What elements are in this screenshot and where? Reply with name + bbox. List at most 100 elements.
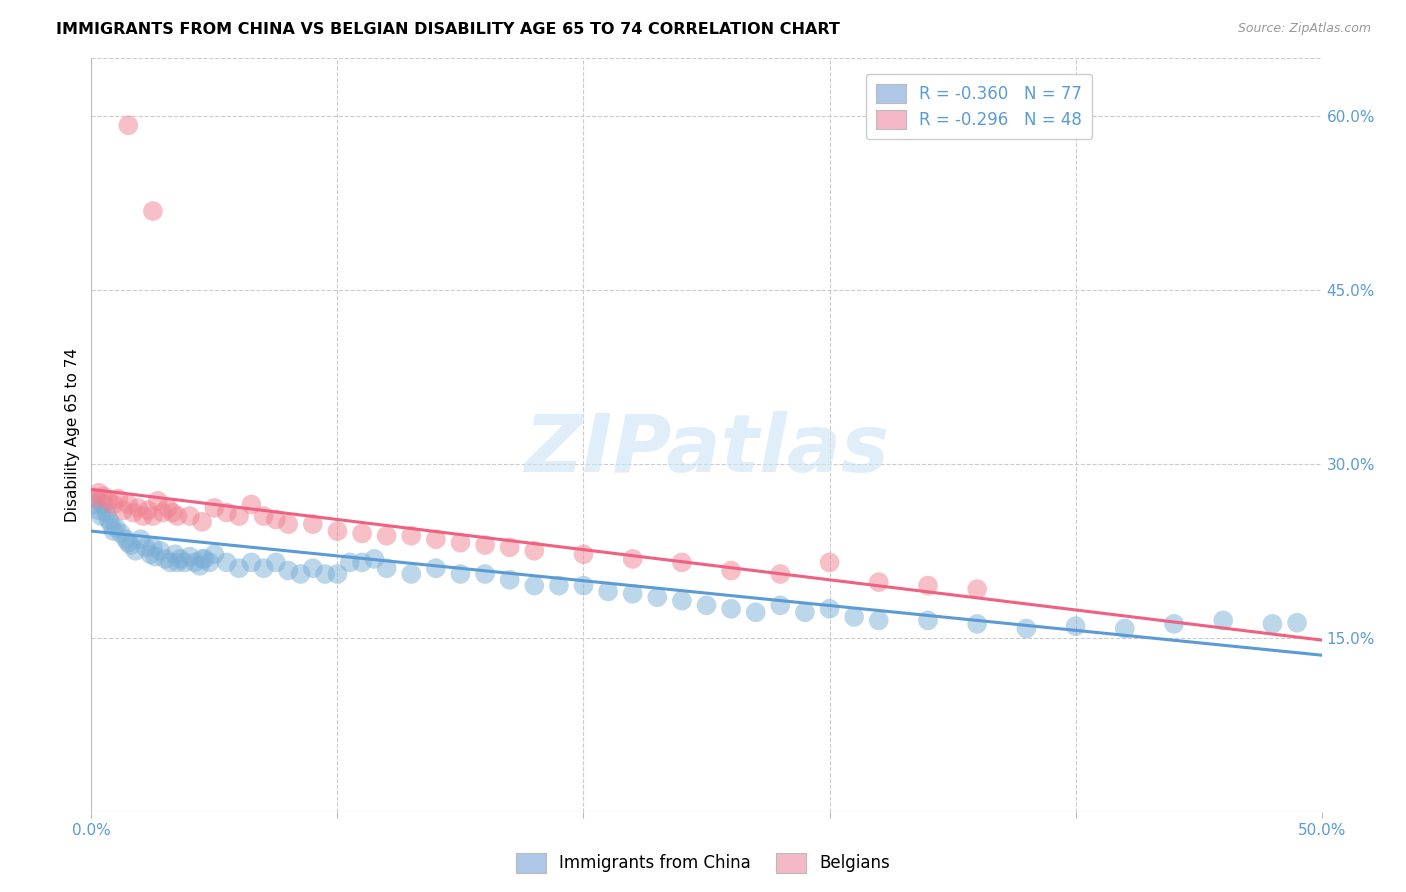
Point	[818, 555, 841, 570]
Point	[621, 552, 644, 566]
Point	[240, 555, 263, 570]
Point	[277, 564, 299, 578]
Point	[174, 555, 197, 570]
Point	[110, 526, 132, 541]
Point	[769, 567, 792, 582]
Point	[1114, 622, 1136, 636]
Point	[97, 494, 120, 508]
Point	[103, 498, 125, 512]
Point	[146, 494, 169, 508]
Point	[425, 532, 447, 546]
Point	[142, 204, 165, 219]
Point	[326, 524, 349, 538]
Point	[120, 538, 142, 552]
Point	[671, 555, 693, 570]
Point	[166, 508, 188, 523]
Point	[139, 547, 162, 561]
Point	[572, 547, 595, 561]
Point	[124, 544, 146, 558]
Point	[96, 506, 117, 520]
Point	[474, 567, 496, 582]
Point	[596, 584, 619, 599]
Point	[1163, 616, 1185, 631]
Point	[145, 549, 166, 564]
Point	[621, 587, 644, 601]
Point	[100, 517, 122, 532]
Point	[818, 602, 841, 616]
Point	[83, 491, 105, 506]
Point	[162, 506, 184, 520]
Point	[375, 561, 398, 575]
Point	[105, 521, 127, 535]
Point	[264, 555, 287, 570]
Point	[202, 547, 225, 561]
Point	[169, 552, 191, 566]
Point	[166, 555, 188, 570]
Point	[135, 541, 156, 555]
Point	[117, 118, 139, 132]
Point	[114, 532, 138, 546]
Point	[117, 498, 139, 512]
Point	[103, 524, 125, 538]
Point	[547, 579, 569, 593]
Point	[198, 555, 221, 570]
Point	[449, 567, 471, 582]
Point	[966, 616, 988, 631]
Point	[399, 529, 422, 543]
Point	[399, 567, 422, 582]
Point	[868, 575, 890, 590]
Point	[474, 538, 496, 552]
Point	[112, 503, 135, 517]
Point	[93, 498, 115, 512]
Point	[93, 489, 115, 503]
Point	[671, 593, 693, 607]
Legend: Immigrants from China, Belgians: Immigrants from China, Belgians	[509, 847, 897, 880]
Point	[917, 614, 939, 628]
Point	[129, 532, 152, 546]
Point	[87, 503, 110, 517]
Y-axis label: Disability Age 65 to 74: Disability Age 65 to 74	[65, 348, 80, 522]
Legend: R = -0.360   N = 77, R = -0.296   N = 48: R = -0.360 N = 77, R = -0.296 N = 48	[866, 74, 1092, 139]
Point	[449, 535, 471, 549]
Point	[188, 558, 211, 573]
Point	[215, 555, 238, 570]
Point	[498, 573, 520, 587]
Point	[136, 503, 159, 517]
Point	[352, 555, 374, 570]
Point	[179, 508, 201, 523]
Point	[183, 555, 207, 570]
Point	[868, 614, 890, 628]
Point	[769, 599, 792, 613]
Point	[90, 508, 112, 523]
Point	[191, 515, 214, 529]
Point	[498, 541, 520, 555]
Point	[149, 544, 172, 558]
Point	[127, 500, 149, 515]
Point	[645, 591, 669, 605]
Point	[1285, 615, 1308, 630]
Point	[842, 610, 865, 624]
Point	[179, 549, 201, 564]
Point	[301, 561, 323, 575]
Point	[375, 529, 398, 543]
Point	[917, 579, 939, 593]
Point	[87, 485, 110, 500]
Point	[425, 561, 447, 575]
Point	[326, 567, 349, 582]
Point	[153, 552, 177, 566]
Text: ZIPatlas: ZIPatlas	[524, 411, 889, 489]
Point	[314, 567, 336, 582]
Point	[117, 535, 139, 549]
Point	[1261, 616, 1284, 631]
Point	[352, 526, 374, 541]
Point	[163, 547, 186, 561]
Point	[142, 541, 165, 555]
Point	[156, 500, 179, 515]
Point	[86, 491, 108, 506]
Point	[202, 500, 225, 515]
Point	[191, 552, 214, 566]
Point	[215, 506, 238, 520]
Point	[122, 506, 145, 520]
Point	[720, 602, 742, 616]
Point	[1212, 614, 1234, 628]
